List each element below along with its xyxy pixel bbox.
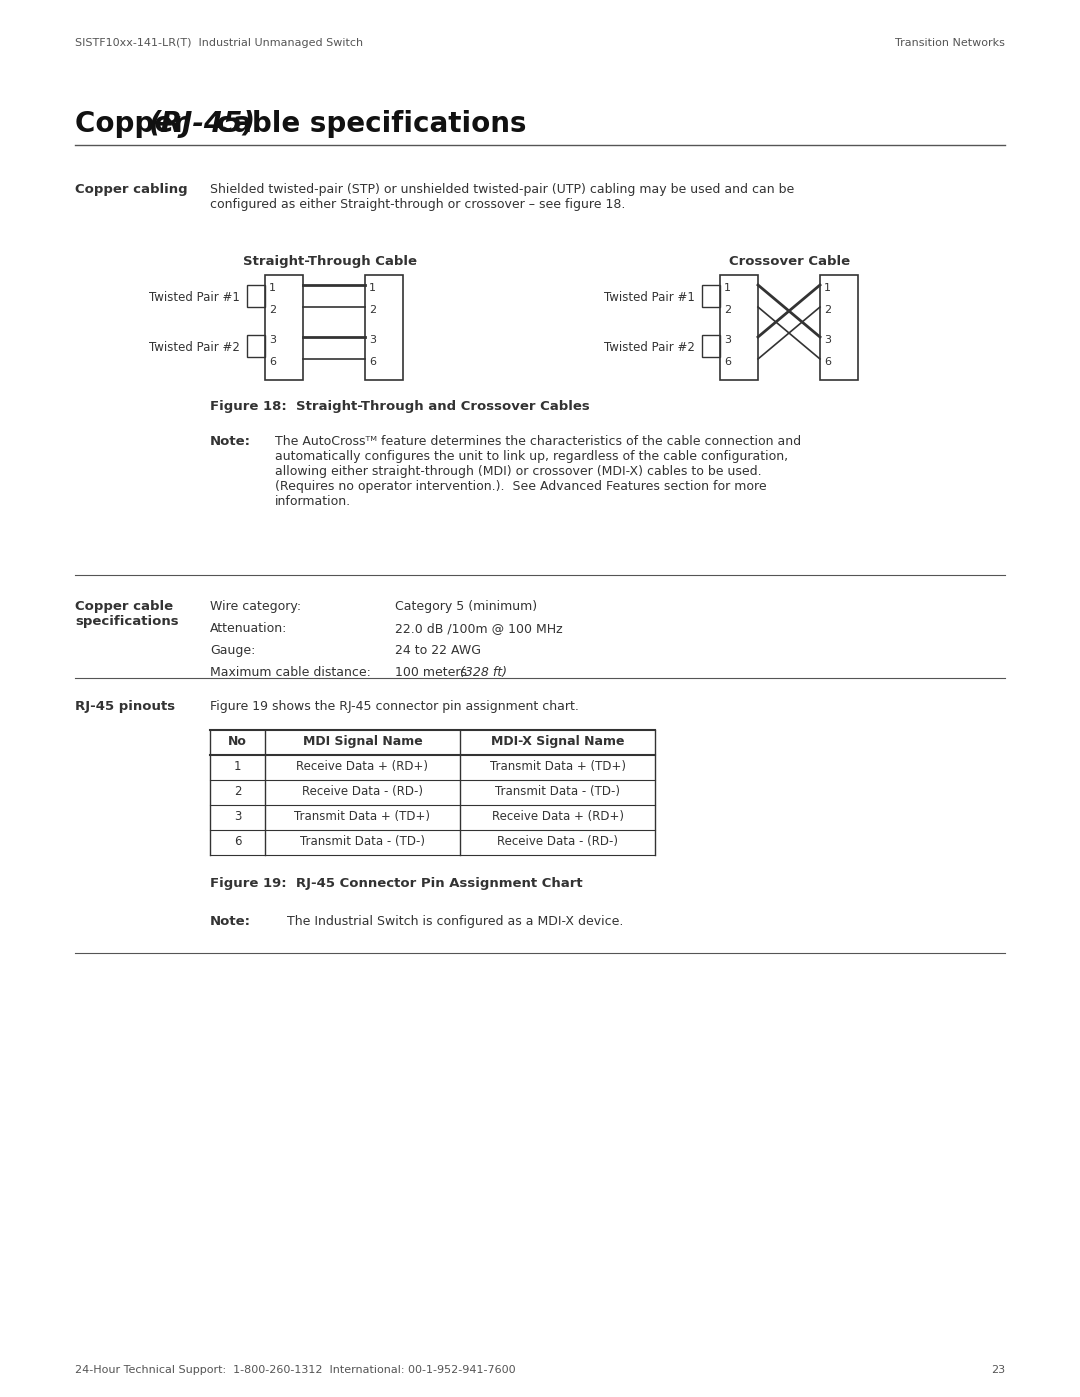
Text: Category 5 (minimum): Category 5 (minimum) <box>395 599 537 613</box>
Text: Copper cabling: Copper cabling <box>75 183 188 196</box>
Bar <box>265 275 303 380</box>
Text: 3: 3 <box>824 335 831 345</box>
Text: SISTF10xx-141-LR(T)  Industrial Unmanaged Switch: SISTF10xx-141-LR(T) Industrial Unmanaged… <box>75 38 363 47</box>
Text: 2: 2 <box>724 305 731 314</box>
Text: Transition Networks: Transition Networks <box>895 38 1005 47</box>
Text: 2: 2 <box>233 785 241 798</box>
Bar <box>720 275 758 380</box>
Text: Attenuation:: Attenuation: <box>210 622 287 636</box>
Text: 2: 2 <box>269 305 276 314</box>
Text: 3: 3 <box>233 810 241 823</box>
Text: Transmit Data - (TD-): Transmit Data - (TD-) <box>300 835 426 848</box>
Text: The AutoCrossᵀᴹ feature determines the characteristics of the cable connection a: The AutoCrossᵀᴹ feature determines the c… <box>275 434 801 509</box>
Text: 6: 6 <box>369 358 376 367</box>
Bar <box>702 335 720 358</box>
Bar <box>820 275 858 380</box>
Text: Copper cable
specifications: Copper cable specifications <box>75 599 178 629</box>
Text: RJ-45 pinouts: RJ-45 pinouts <box>75 700 175 712</box>
Text: 3: 3 <box>269 335 276 345</box>
Text: Transmit Data + (TD+): Transmit Data + (TD+) <box>489 760 625 773</box>
Text: (RJ-45): (RJ-45) <box>149 110 256 138</box>
Text: Receive Data - (RD-): Receive Data - (RD-) <box>302 785 423 798</box>
Text: 1: 1 <box>724 284 731 293</box>
Text: 100 meters: 100 meters <box>395 666 471 679</box>
Text: 2: 2 <box>369 305 376 314</box>
Text: No: No <box>228 735 247 747</box>
Text: 22.0 dB /100m @ 100 MHz: 22.0 dB /100m @ 100 MHz <box>395 622 563 636</box>
Text: Figure 19:  RJ-45 Connector Pin Assignment Chart: Figure 19: RJ-45 Connector Pin Assignmen… <box>210 877 582 890</box>
Text: Twisted Pair #2: Twisted Pair #2 <box>604 341 696 353</box>
Text: 6: 6 <box>269 358 276 367</box>
Bar <box>247 285 265 307</box>
Text: Figure 19 shows the RJ-45 connector pin assignment chart.: Figure 19 shows the RJ-45 connector pin … <box>210 700 579 712</box>
Text: (328 ft): (328 ft) <box>460 666 507 679</box>
Text: Figure 18:  Straight-Through and Crossover Cables: Figure 18: Straight-Through and Crossove… <box>210 400 590 414</box>
Text: Copper: Copper <box>75 110 197 138</box>
Text: Crossover Cable: Crossover Cable <box>729 256 851 268</box>
Text: Receive Data + (RD+): Receive Data + (RD+) <box>491 810 623 823</box>
Text: 1: 1 <box>269 284 276 293</box>
Text: MDI-X Signal Name: MDI-X Signal Name <box>490 735 624 747</box>
Text: 1: 1 <box>824 284 831 293</box>
Text: Twisted Pair #2: Twisted Pair #2 <box>149 341 240 353</box>
Text: Receive Data + (RD+): Receive Data + (RD+) <box>297 760 429 773</box>
Text: cable specifications: cable specifications <box>207 110 527 138</box>
Text: 3: 3 <box>724 335 731 345</box>
Text: Note:: Note: <box>210 434 251 448</box>
Text: Straight-Through Cable: Straight-Through Cable <box>243 256 417 268</box>
Text: 1: 1 <box>369 284 376 293</box>
Text: 24 to 22 AWG: 24 to 22 AWG <box>395 644 481 657</box>
Text: Note:: Note: <box>210 915 251 928</box>
Text: 1: 1 <box>233 760 241 773</box>
Text: MDI Signal Name: MDI Signal Name <box>302 735 422 747</box>
Bar <box>365 275 403 380</box>
Text: The Industrial Switch is configured as a MDI-X device.: The Industrial Switch is configured as a… <box>275 915 623 928</box>
Bar <box>247 335 265 358</box>
Text: Maximum cable distance:: Maximum cable distance: <box>210 666 370 679</box>
Text: 23: 23 <box>990 1365 1005 1375</box>
Text: 6: 6 <box>724 358 731 367</box>
Text: Transmit Data + (TD+): Transmit Data + (TD+) <box>295 810 431 823</box>
Text: 6: 6 <box>233 835 241 848</box>
Text: Shielded twisted-pair (STP) or unshielded twisted-pair (UTP) cabling may be used: Shielded twisted-pair (STP) or unshielde… <box>210 183 794 211</box>
Text: Twisted Pair #1: Twisted Pair #1 <box>604 291 696 305</box>
Text: Gauge:: Gauge: <box>210 644 255 657</box>
Text: 3: 3 <box>369 335 376 345</box>
Text: Transmit Data - (TD-): Transmit Data - (TD-) <box>495 785 620 798</box>
Text: 24-Hour Technical Support:  1-800-260-1312  International: 00-1-952-941-7600: 24-Hour Technical Support: 1-800-260-131… <box>75 1365 515 1375</box>
Text: Wire category:: Wire category: <box>210 599 301 613</box>
Text: 2: 2 <box>824 305 832 314</box>
Text: 6: 6 <box>824 358 831 367</box>
Bar <box>702 285 720 307</box>
Text: Twisted Pair #1: Twisted Pair #1 <box>149 291 240 305</box>
Text: Receive Data - (RD-): Receive Data - (RD-) <box>497 835 618 848</box>
